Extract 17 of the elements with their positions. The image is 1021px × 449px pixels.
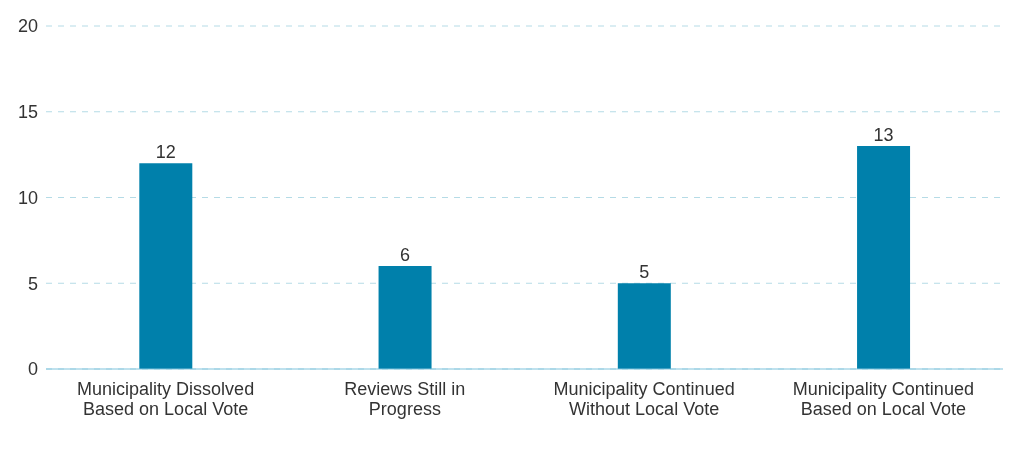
bar [139,163,193,369]
data-label: 12 [155,142,176,163]
y-tick-label: 10 [17,187,38,208]
x-tick-label: Municipality Dissolved Based on Local Vote [77,379,255,419]
y-tick-label: 5 [27,273,38,294]
x-tick-label: Municipality Continued Without Local Vote [553,379,735,419]
data-label: 6 [400,245,411,266]
bar [378,266,432,369]
x-tick-label: Municipality Continued Based on Local Vote [792,379,974,419]
data-label: 5 [639,262,650,283]
y-tick-label: 0 [27,359,38,380]
x-tick-label: Reviews Still in Progress [344,379,466,419]
bar [617,283,671,369]
y-tick-label: 20 [17,16,38,37]
y-tick-label: 15 [17,102,38,123]
data-label: 13 [873,125,894,146]
bar [857,146,911,369]
